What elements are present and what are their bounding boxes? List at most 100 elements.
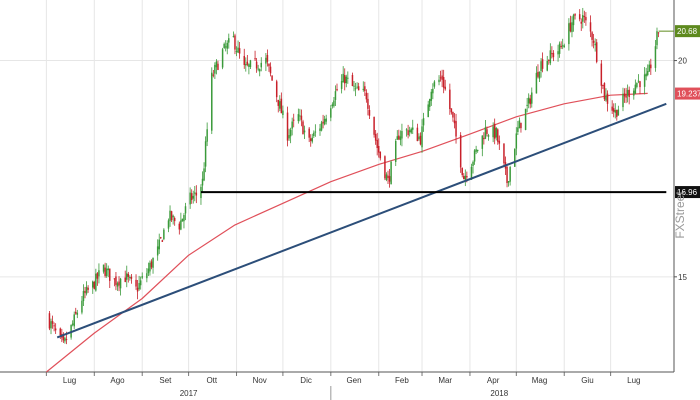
candle [450, 108, 453, 115]
candle-body [149, 262, 151, 272]
candle-body [258, 69, 261, 72]
candle-body [517, 127, 519, 132]
candle [444, 79, 446, 91]
candle [345, 74, 348, 88]
candle [439, 70, 442, 82]
candle [235, 46, 238, 57]
candle [152, 257, 154, 274]
candle-body [602, 84, 604, 86]
candle [158, 233, 160, 254]
candle-body [170, 211, 173, 221]
candle-body [203, 168, 205, 181]
candle [388, 169, 391, 188]
candle-body [311, 137, 314, 142]
candle [195, 185, 198, 204]
candle-body [387, 175, 389, 179]
candle-body [292, 119, 295, 121]
candle-body [51, 320, 54, 324]
candle [487, 133, 490, 141]
candle-body [569, 22, 572, 32]
x-month-label: Lug [627, 376, 640, 385]
candle-body [173, 218, 176, 222]
candle-body [235, 51, 238, 53]
candle [551, 46, 553, 59]
candle [411, 119, 414, 134]
candle [309, 134, 312, 147]
candle-body [367, 98, 369, 109]
candle-body [643, 74, 646, 87]
candle-body [180, 220, 182, 230]
candle [379, 151, 382, 161]
x-month-label: Giu [581, 376, 593, 385]
candle-body [95, 273, 97, 291]
candle [266, 49, 269, 67]
moving-average-tag-label: 19.237 [677, 90, 700, 99]
candle [127, 271, 130, 283]
x-month-label: Lug [63, 376, 76, 385]
candle-body [158, 239, 160, 250]
candle [109, 268, 111, 288]
candle-body [606, 93, 609, 104]
candle-body [470, 166, 473, 180]
candle [524, 108, 527, 131]
candle [449, 83, 451, 115]
candle [303, 125, 306, 140]
candle [139, 276, 142, 290]
candle [548, 59, 550, 65]
candle-body [595, 42, 598, 62]
candle [453, 113, 456, 129]
candle-body [433, 81, 436, 87]
candle [234, 33, 236, 55]
candle-body [444, 86, 446, 90]
candle [538, 71, 541, 82]
candle-body [194, 192, 196, 194]
candle-body [430, 91, 433, 101]
candle [156, 239, 159, 261]
candle [50, 318, 52, 335]
candle-body [580, 21, 582, 24]
candle [343, 68, 346, 91]
candle-body [81, 300, 83, 313]
candle [410, 127, 412, 135]
candle [330, 105, 332, 122]
candle [200, 184, 202, 205]
candle-body [546, 60, 548, 71]
trendline [56, 102, 667, 339]
candle-body [53, 325, 55, 327]
candle-body [265, 57, 267, 64]
candle-body [518, 120, 521, 129]
candle [170, 210, 173, 222]
candle-body [646, 71, 649, 76]
candle [160, 236, 162, 239]
candle [258, 68, 261, 77]
support-tag: 16.96 [675, 186, 700, 199]
candle [377, 138, 380, 158]
moving-average-tag-box [675, 87, 700, 100]
candle-body [116, 283, 119, 287]
candle-body [238, 48, 241, 54]
candle-body [612, 108, 615, 112]
candle [211, 67, 213, 135]
candle-body [195, 192, 198, 196]
candle-body [351, 75, 354, 87]
candle-body [308, 128, 310, 138]
candle-body [514, 148, 516, 167]
candle [582, 7, 584, 29]
candle [646, 64, 649, 77]
candle-body [275, 81, 278, 98]
candle [297, 108, 300, 124]
candle-body [118, 281, 120, 286]
candle-body [506, 166, 508, 184]
candle [84, 286, 86, 299]
candle-body [557, 51, 559, 55]
candle-body [438, 79, 440, 83]
candle-body [330, 108, 332, 118]
candle-body [245, 64, 247, 66]
candle-body [302, 121, 304, 135]
candle-body [362, 88, 365, 90]
candle [73, 311, 75, 329]
candle-body [600, 63, 603, 86]
candle-body [214, 64, 216, 74]
candle-body [115, 276, 117, 285]
